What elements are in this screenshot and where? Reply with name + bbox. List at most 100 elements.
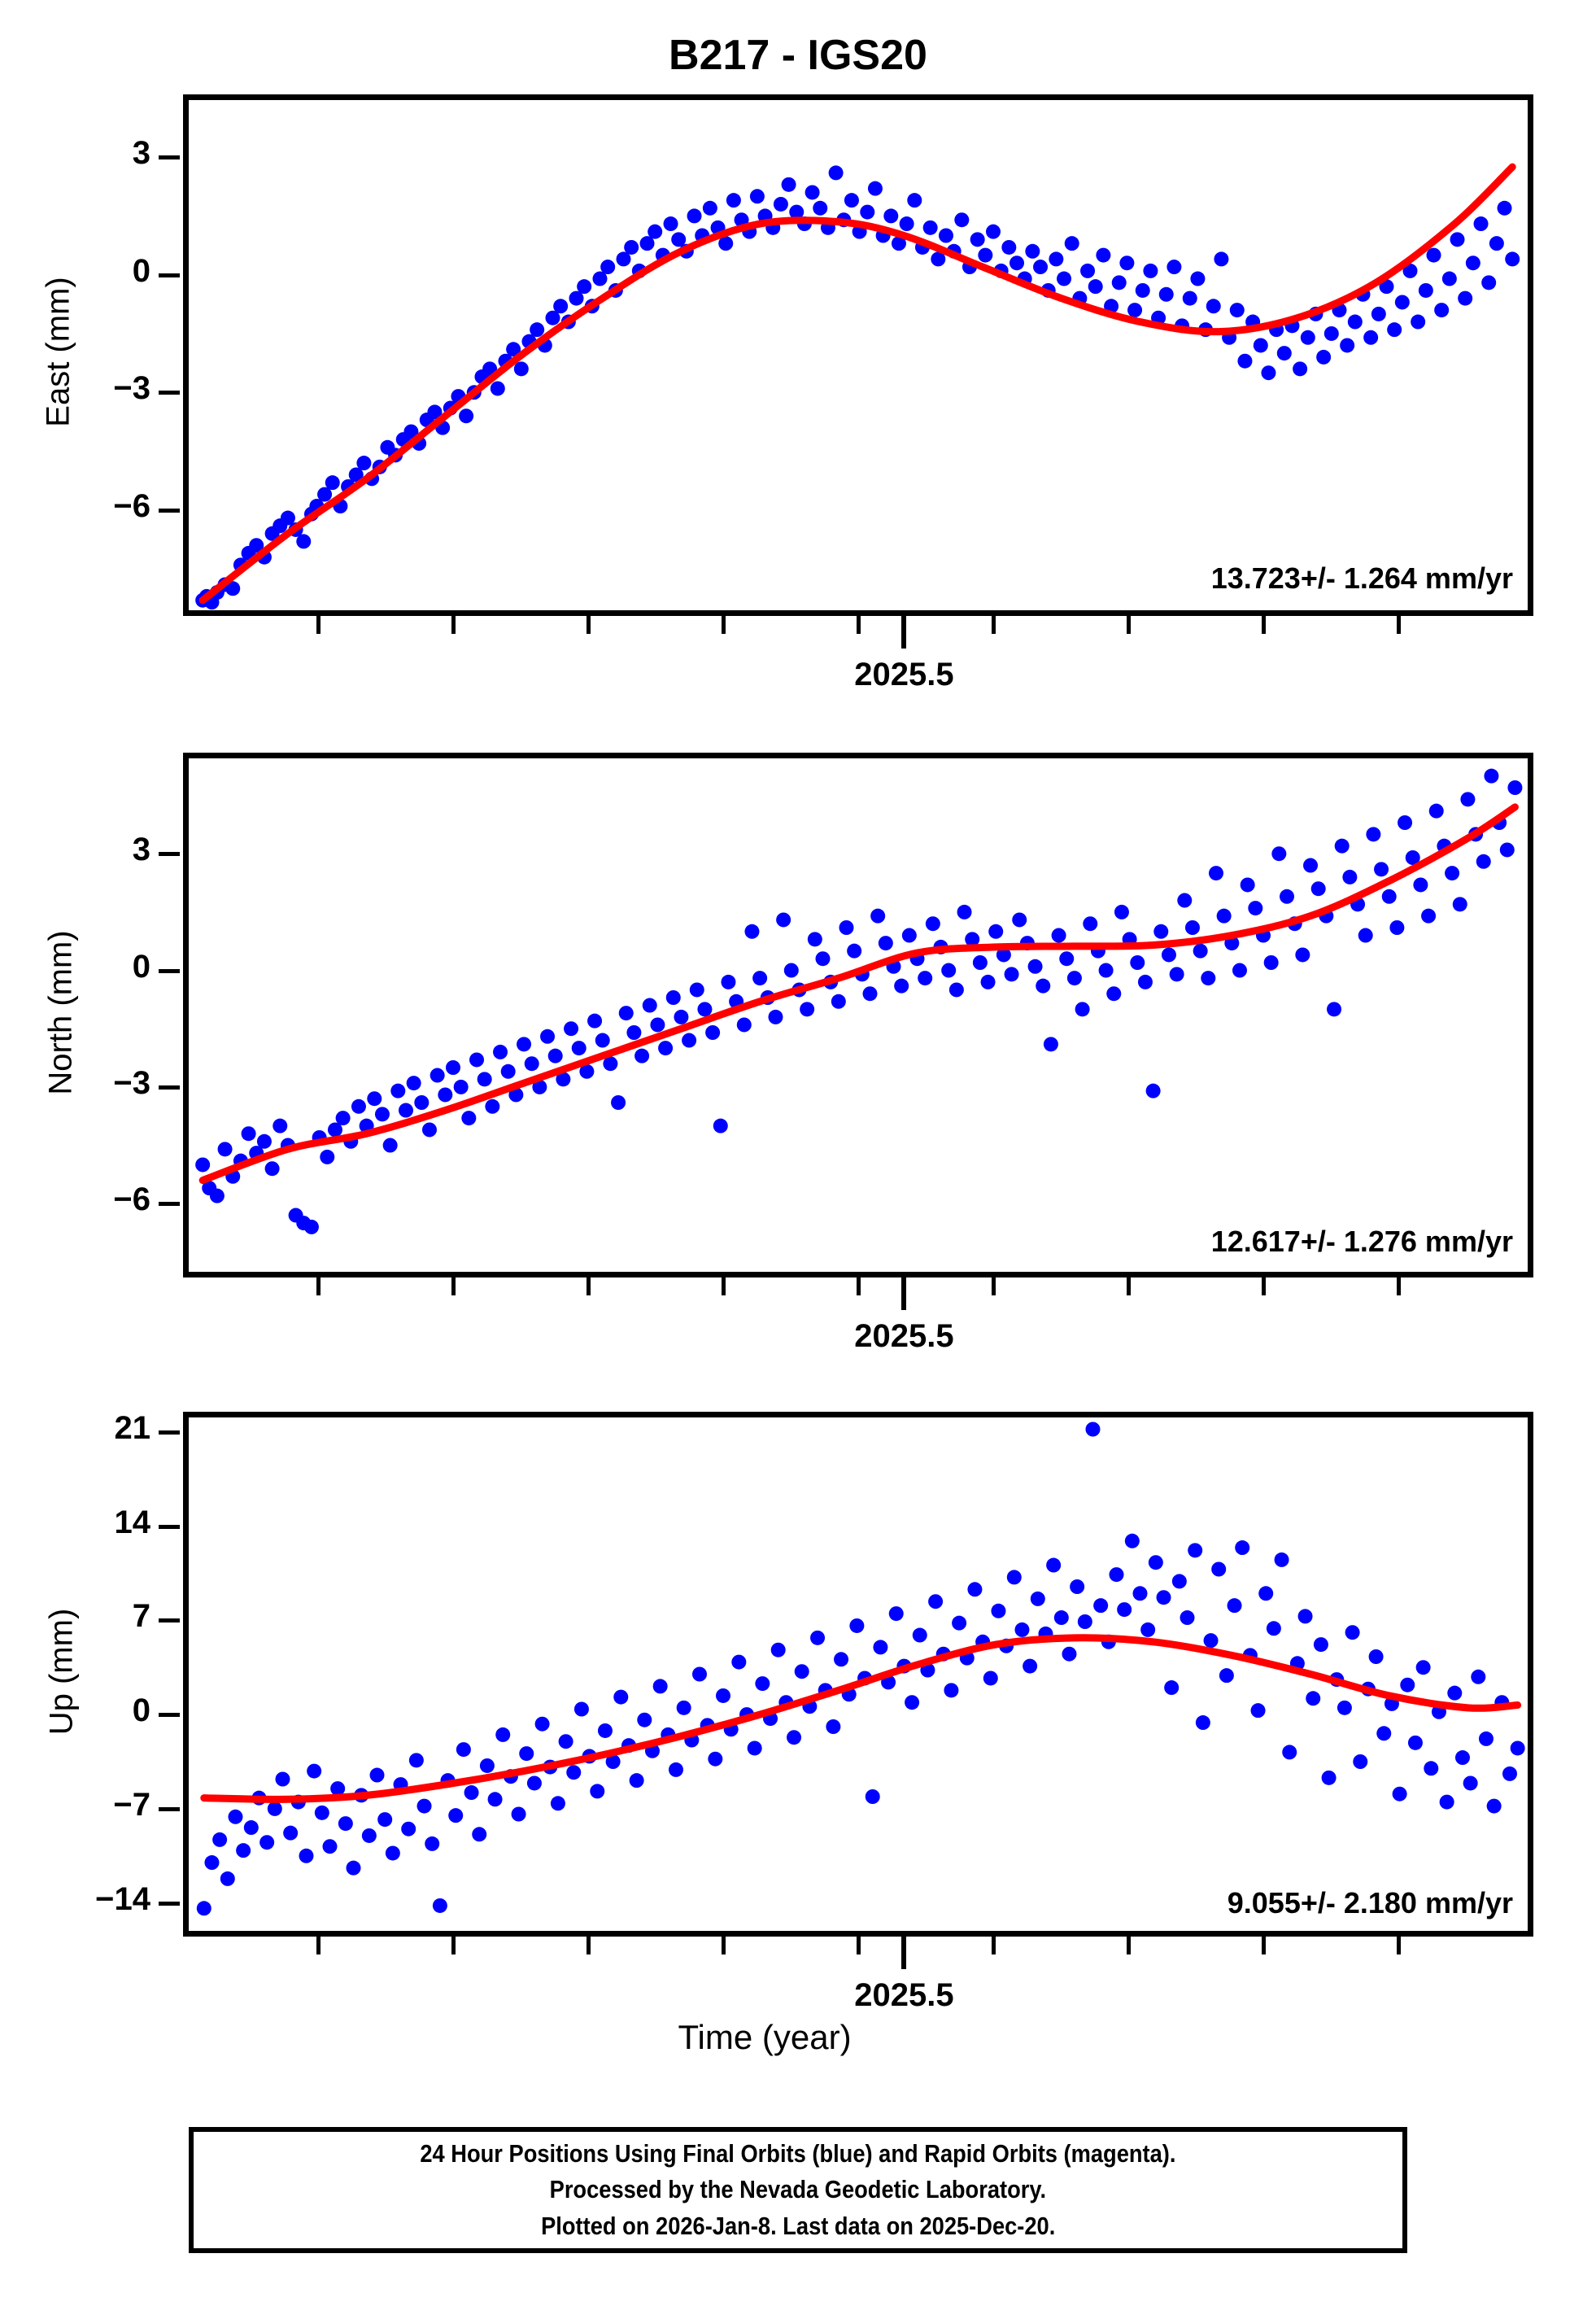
data-point [430, 1068, 445, 1083]
data-point [212, 1832, 228, 1847]
data-point [870, 908, 886, 924]
data-point [755, 1676, 770, 1692]
x-tick-mark [1262, 1277, 1266, 1295]
x-tick-mark [1127, 1937, 1131, 1954]
data-point [1014, 1622, 1030, 1637]
data-point [1381, 889, 1397, 904]
data-point [1182, 290, 1197, 306]
data-point [865, 1789, 880, 1804]
data-point [325, 475, 340, 491]
data-point [1140, 1622, 1156, 1637]
data-point [978, 247, 993, 263]
data-point [243, 1820, 259, 1836]
data-point [414, 1095, 430, 1110]
data-point [577, 279, 592, 295]
y-tick-label: −3 [113, 370, 150, 407]
data-point [1127, 303, 1143, 318]
y-tick-label: −7 [113, 1786, 150, 1823]
data-point [1450, 232, 1465, 247]
data-point [867, 181, 883, 196]
data-point [691, 1666, 707, 1682]
data-point [1434, 303, 1450, 318]
data-point [569, 290, 584, 306]
data-point [826, 1719, 841, 1734]
x-tick-mark [587, 1277, 591, 1295]
data-point [687, 208, 702, 224]
data-point [948, 982, 964, 998]
data-point [983, 1671, 998, 1686]
data-point [1232, 963, 1247, 978]
data-point [469, 1052, 485, 1068]
data-point [1036, 978, 1051, 994]
data-point [1235, 1540, 1250, 1556]
data-point [749, 189, 765, 204]
x-tick-mark [857, 1277, 861, 1295]
data-point [1368, 1649, 1384, 1664]
data-point [461, 1111, 477, 1126]
data-point [682, 1033, 697, 1048]
data-point [1137, 974, 1153, 989]
data-point [1216, 908, 1232, 924]
data-point [587, 1013, 603, 1029]
data-point [1059, 951, 1075, 967]
data-point [1132, 1586, 1148, 1601]
data-point [225, 581, 241, 596]
data-point [626, 1025, 642, 1040]
data-point [613, 1689, 629, 1705]
data-point [1424, 1761, 1439, 1776]
data-point [1049, 251, 1064, 267]
data-point [624, 239, 639, 255]
east-panel [183, 94, 1533, 616]
data-point [925, 916, 940, 932]
data-point [361, 1828, 377, 1843]
data-point [901, 928, 917, 943]
data-point [228, 1809, 243, 1824]
data-point [652, 1679, 668, 1694]
data-point [550, 1796, 565, 1811]
x-tick-label: 2025.5 [854, 657, 954, 692]
data-point [322, 1839, 338, 1854]
data-point [1193, 943, 1208, 959]
data-point [249, 538, 264, 553]
data-point [1280, 889, 1295, 904]
data-point [453, 1079, 469, 1094]
data-point [346, 1860, 361, 1876]
data-point [1489, 236, 1504, 251]
data-point [558, 1734, 573, 1749]
data-point [905, 1695, 920, 1710]
data-point [356, 456, 372, 471]
data-point [573, 1701, 589, 1717]
x-tick-mark-major [901, 1937, 907, 1969]
data-point [1394, 295, 1410, 310]
data-point [1439, 1794, 1454, 1810]
data-point [236, 1843, 251, 1858]
north-rate-annotation: 12.617+/- 1.276 mm/yr [1210, 1225, 1513, 1258]
y-tick-mark [159, 1806, 180, 1811]
data-point [1184, 920, 1200, 935]
data-point [534, 1716, 550, 1732]
data-point [931, 251, 946, 267]
data-point [1421, 908, 1437, 924]
data-point [1098, 963, 1114, 978]
y-tick-label: 7 [132, 1598, 150, 1635]
data-point [495, 1727, 511, 1742]
data-point [196, 1901, 211, 1916]
data-point [273, 1118, 288, 1133]
data-point [464, 1785, 479, 1801]
data-point [986, 224, 1001, 239]
data-point [1478, 1731, 1494, 1746]
data-point [351, 1098, 366, 1114]
data-point [1486, 1798, 1502, 1814]
data-point [1117, 1602, 1132, 1618]
y-tick-mark [159, 508, 180, 513]
data-point [1001, 239, 1017, 255]
y-tick-mark [159, 1618, 180, 1623]
data-point [1169, 967, 1184, 982]
data-point [1387, 322, 1402, 338]
data-point-group [195, 165, 1520, 610]
data-point [1195, 1715, 1210, 1731]
data-point [1407, 1735, 1423, 1750]
data-point [556, 1072, 571, 1087]
data-point [800, 1002, 815, 1017]
